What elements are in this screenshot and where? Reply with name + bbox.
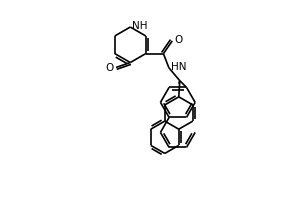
- Text: NH: NH: [132, 21, 147, 31]
- Text: O: O: [174, 35, 182, 45]
- Text: O: O: [106, 63, 114, 73]
- Text: HN: HN: [171, 62, 187, 72]
